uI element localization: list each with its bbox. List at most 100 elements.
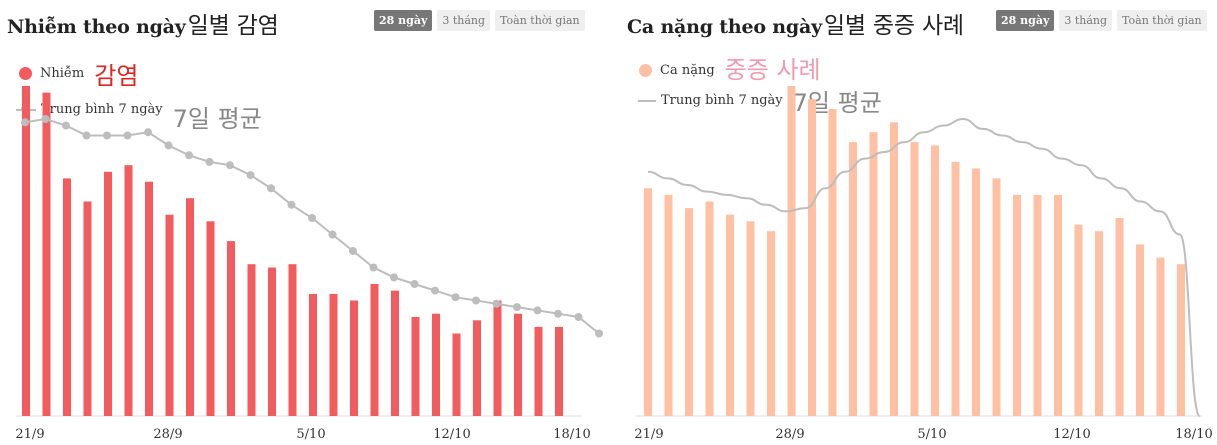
bar [1115, 218, 1124, 416]
bar [767, 231, 775, 416]
bar [452, 333, 461, 416]
bar [644, 188, 652, 416]
bar [726, 214, 734, 416]
average-point [451, 293, 460, 302]
severe-chart-title: Ca nặng theo ngày일별 중증 사례 [627, 6, 964, 40]
bar [1074, 224, 1083, 416]
severe-range-tabs: 28 ngày 3 tháng Toàn thời gian [996, 10, 1207, 31]
severe-title-kr: 일별 중증 사례 [823, 13, 964, 39]
bar [1095, 231, 1103, 416]
bar [931, 145, 939, 416]
bar [972, 168, 980, 416]
bar [247, 264, 256, 416]
average-point [21, 118, 29, 127]
average-point [492, 299, 501, 308]
cases-range-tabs: 28 ngày 3 tháng Toàn thời gian [374, 10, 585, 31]
average-point [574, 313, 583, 321]
cases-legend-bars: Nhiễm 감염 [19, 56, 138, 91]
average-point [349, 247, 357, 255]
bar [951, 161, 960, 416]
bar [787, 86, 796, 416]
x-tick-label: 5/10 [917, 427, 946, 442]
cases-chart-panel: Nhiễm theo ngày일별 감염 28 ngày 3 tháng Toà… [0, 0, 603, 445]
bar [329, 293, 338, 416]
cases-legend-label: Nhiễm [40, 66, 85, 81]
average-point [123, 131, 132, 140]
bar [309, 293, 317, 416]
bar [555, 326, 563, 416]
average-point [82, 131, 91, 140]
bar [493, 300, 502, 416]
bar [828, 109, 837, 416]
bar [391, 290, 399, 416]
tab-28-days[interactable]: 28 ngày [996, 10, 1055, 31]
bar [514, 313, 522, 416]
cases-legend-dot-icon [19, 67, 32, 80]
severe-chart-svg: 21/9 28/9 5/10 12/10 18/10 [634, 86, 1213, 442]
severe-legend-dot-icon [639, 64, 652, 77]
average-point [185, 151, 193, 160]
cases-legend-kr: 감염 [94, 62, 139, 90]
bar [83, 201, 92, 416]
x-tick-label: 28/9 [775, 427, 804, 442]
x-tick-label: 28/9 [153, 427, 182, 442]
bar [1177, 264, 1185, 416]
bar [411, 317, 420, 416]
bar [1033, 194, 1042, 416]
severe-legend-bars: Ca nặng 중증 사례 [639, 50, 821, 85]
bar [808, 99, 816, 416]
bar [145, 181, 153, 416]
cases-avg-legend-kr: 7일 평균 [172, 105, 262, 133]
bar [22, 86, 30, 416]
average-point [328, 230, 337, 239]
bar [350, 300, 358, 416]
cases-title-kr: 일별 감염 [187, 13, 279, 39]
bar [227, 241, 235, 416]
average-point [164, 141, 173, 150]
tab-all-time[interactable]: Toàn thời gian [1117, 10, 1207, 31]
bar [746, 221, 755, 416]
bar [473, 320, 481, 416]
x-tick-label: 12/10 [433, 427, 470, 442]
cases-avg-legend-label: Trung bình 7 ngày [41, 102, 163, 117]
bar [370, 284, 379, 416]
average-point [431, 286, 439, 295]
bar [1156, 257, 1165, 416]
bar [849, 142, 857, 416]
bar [685, 208, 693, 416]
severe-chart-panel: Ca nặng theo ngày일별 중증 사례 28 ngày 3 thán… [620, 0, 1217, 445]
cases-legend-line: Trung bình 7 ngày 7일 평균 [16, 85, 262, 134]
x-tick-label: 21/9 [634, 427, 663, 442]
average-point [369, 263, 378, 272]
average-point [308, 214, 316, 222]
bar [664, 194, 673, 416]
bar [1136, 244, 1144, 416]
severe-legend-line: Trung bình 7 ngày 7일 평균 [638, 83, 882, 118]
average-point [267, 184, 275, 193]
tab-3-months[interactable]: 3 tháng [1059, 10, 1113, 31]
tab-all-time[interactable]: Toàn thời gian [495, 10, 585, 31]
bar [268, 267, 276, 416]
bar [288, 264, 297, 416]
x-tick-label: 5/10 [296, 427, 325, 442]
x-tick-label: 18/10 [1175, 427, 1212, 442]
bar [42, 92, 51, 416]
average-point [205, 157, 214, 166]
tab-28-days[interactable]: 28 ngày [374, 10, 433, 31]
x-tick-label: 12/10 [1053, 427, 1090, 442]
bar [186, 198, 194, 416]
average-point [390, 273, 398, 282]
bar [432, 313, 440, 416]
x-tick-label: 21/9 [15, 427, 44, 442]
average-point [144, 128, 152, 137]
bar [1013, 194, 1021, 416]
severe-avg-legend-kr: 7일 평균 [792, 89, 882, 117]
average-point [287, 200, 296, 209]
bar [534, 326, 543, 416]
bar [869, 132, 878, 416]
average-point [533, 306, 542, 315]
average-point [41, 115, 50, 123]
tab-3-months[interactable]: 3 tháng [437, 10, 491, 31]
bar [992, 178, 1001, 416]
severe-legend-label: Ca nặng [660, 63, 715, 78]
